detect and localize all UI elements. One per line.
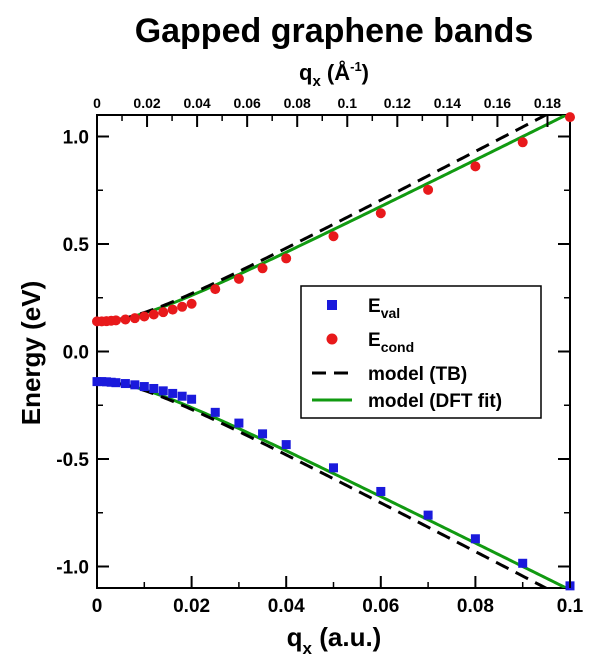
x2-tick-label: 0.04	[183, 95, 210, 111]
x2-tick-label: 0.18	[534, 95, 561, 111]
e-val-point	[139, 382, 149, 392]
e-val-point	[158, 386, 168, 396]
x2-tick-label: 0.06	[234, 95, 261, 111]
legend-label: model (DFT fit)	[368, 391, 502, 412]
e-val-point	[376, 486, 386, 496]
e-val-point	[106, 377, 116, 387]
y-tick-label: -0.5	[56, 450, 89, 471]
legend-box	[300, 285, 542, 419]
y-tick-label: -1.0	[56, 558, 89, 579]
legend-label: Econd	[368, 330, 414, 355]
e-cond-point	[328, 231, 339, 242]
legend-label: model (TB)	[368, 364, 467, 385]
e-cond-point	[257, 263, 268, 274]
chart-title: Gapped graphene bands	[135, 12, 534, 50]
e-val-point	[329, 463, 338, 473]
x2-tick-label: 0.02	[133, 95, 160, 111]
e-val-point	[97, 377, 107, 387]
legend-label: Eval	[368, 296, 400, 321]
e-val-point	[168, 388, 178, 398]
x-tick-label: 0	[92, 596, 103, 617]
e-cond-point	[281, 253, 292, 264]
e-cond-point	[148, 309, 159, 320]
x-tick-label: 0.06	[362, 596, 399, 617]
legend-marker-cond	[326, 333, 338, 345]
x-tick-label: 0.04	[268, 596, 305, 617]
e-cond-point	[375, 208, 386, 219]
e-cond-point	[177, 301, 188, 312]
x2-tick-label: 0.08	[284, 95, 311, 111]
e-val-point	[470, 534, 480, 544]
e-val-point	[149, 383, 159, 393]
e-val-point	[281, 440, 291, 450]
top-axis-label: qx (Å-1)	[299, 59, 369, 90]
x-axis-label: qx (a.u.)	[287, 622, 382, 658]
dft-fit-curve-lower	[97, 380, 570, 588]
e-val-point	[177, 391, 187, 401]
e-cond-point	[186, 298, 197, 309]
e-val-point	[101, 377, 111, 387]
y-axis-label: Energy (eV)	[16, 281, 46, 426]
e-val-point	[423, 510, 433, 520]
legend: Eval Econd model (TB) model (DFT fit)	[300, 285, 542, 419]
e-val-point	[518, 558, 528, 568]
e-val-point	[92, 377, 102, 387]
e-cond-point	[210, 284, 221, 295]
e-cond-point	[233, 273, 244, 284]
x2-tick-label: 0.14	[434, 95, 461, 111]
e-val-point	[187, 394, 197, 404]
x2-tick-label: 0.12	[384, 95, 411, 111]
e-val-point	[111, 378, 121, 388]
e-cond-point	[167, 304, 178, 315]
e-val-point	[258, 429, 268, 439]
e-cond-point	[129, 313, 140, 324]
e-val-point	[120, 379, 130, 389]
e-cond-point	[120, 314, 131, 325]
axes-ticks: 0 0.02 0.04 0.06 0.08 0.1 0 0.02 0.04 0.06 0.08 0.1…	[56, 95, 583, 617]
x-tick-label: 0.08	[457, 596, 494, 617]
x2-tick-label: 0	[93, 95, 101, 111]
legend-marker-val	[327, 300, 337, 310]
y-tick-label: 1.0	[63, 128, 89, 149]
plot-inner	[97, 115, 570, 588]
e-cond-point	[158, 307, 169, 318]
x2-tick-label: 0.1	[338, 95, 358, 111]
x2-tick-label: 0.16	[484, 95, 511, 111]
e-cond-point	[423, 184, 434, 195]
dft-fit-curve-upper	[97, 115, 570, 323]
e-cond-point	[565, 112, 575, 123]
e-cond-point	[470, 161, 481, 172]
plot-content	[92, 112, 575, 591]
e-val-point	[130, 380, 140, 390]
y-tick-label: 0.5	[63, 235, 90, 256]
y-tick-label: 0.0	[63, 343, 89, 364]
e-val-point	[210, 407, 220, 417]
x-tick-label: 0.02	[173, 596, 210, 617]
e-cond-point	[110, 315, 121, 326]
e-val-point	[234, 418, 244, 428]
x-tick-label: 0.1	[557, 596, 584, 617]
e-cond-point	[139, 311, 150, 322]
e-cond-point	[517, 137, 528, 148]
